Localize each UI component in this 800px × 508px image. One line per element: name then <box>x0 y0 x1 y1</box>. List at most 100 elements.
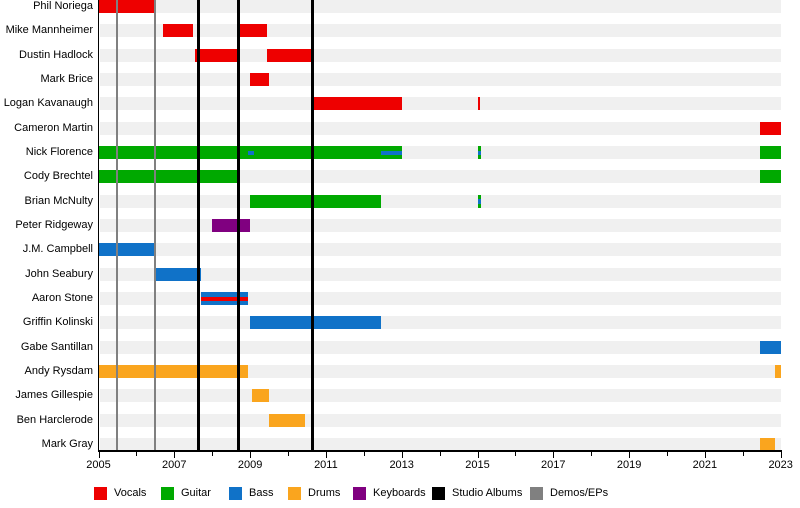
x-axis-year-label: 2005 <box>86 459 111 471</box>
legend-label: Vocals <box>114 487 147 499</box>
timeline-overlay-vocals <box>200 296 249 301</box>
x-axis-tick <box>212 451 214 456</box>
member-name-label: Gabe Santillan <box>20 340 93 353</box>
timeline-row-band <box>100 97 782 111</box>
x-axis-tick <box>288 451 289 456</box>
member-name-label: Mark Gray <box>41 437 93 450</box>
member-name-label: Griffin Kolinski <box>22 316 93 329</box>
timeline-overlay-bass <box>477 150 481 155</box>
timeline-row-band <box>100 292 782 305</box>
timeline-bar-keyboards <box>212 219 251 232</box>
timeline-bar-drums <box>775 365 781 378</box>
legend-swatch-drums <box>288 487 301 500</box>
x-axis-tick <box>250 451 252 458</box>
member-name-label: Mike Mannheimer <box>5 24 93 37</box>
x-axis-tick <box>629 451 631 458</box>
x-axis-tick <box>174 451 176 458</box>
timeline-row-band <box>100 389 782 403</box>
x-axis-year-label: 2009 <box>237 459 263 471</box>
timeline-bar-vocals <box>267 48 313 62</box>
timeline-row-band <box>100 170 782 184</box>
timeline-overlay-bass <box>477 199 481 204</box>
timeline-bar-guitar <box>250 194 381 208</box>
timeline-bar-vocals <box>310 97 402 111</box>
x-axis-tick <box>667 451 668 456</box>
legend-item: Guitar <box>161 487 281 500</box>
x-axis-year-label: 2015 <box>465 459 490 471</box>
x-axis-tick <box>401 451 403 458</box>
x-axis-year-label: 2017 <box>541 459 566 471</box>
timeline-row-band <box>100 121 782 135</box>
timeline-bar-bass <box>98 243 156 257</box>
x-axis-tick <box>742 451 744 456</box>
x-axis-tick <box>704 451 706 458</box>
x-axis-tick <box>325 451 327 458</box>
timeline-bar-vocals <box>162 24 194 38</box>
member-name-label: Peter Ridgeway <box>15 219 93 231</box>
legend-item: Studio Albums <box>432 487 552 500</box>
studio-album-line <box>237 0 241 450</box>
timeline-bar-vocals <box>759 121 781 135</box>
y-axis-line <box>97 0 99 450</box>
member-name-label: Cody Brechtel <box>23 170 93 183</box>
member-name-label: Logan Kavanaugh <box>3 97 93 110</box>
timeline-row-band <box>100 267 782 281</box>
x-axis-year-label: 2011 <box>314 459 338 471</box>
timeline-bar-bass <box>250 316 381 330</box>
member-name-label: Dustin Hadlock <box>19 48 93 61</box>
x-axis-line <box>97 450 782 452</box>
member-name-label: J.M. Campbell <box>22 243 93 256</box>
studio-album-line <box>197 0 201 450</box>
timeline-bar-drums <box>251 389 270 403</box>
legend-swatch-demos-eps <box>530 487 543 500</box>
timeline-bar-vocals <box>98 0 156 13</box>
legend-label: Guitar <box>181 487 211 499</box>
legend-swatch-guitar <box>161 487 174 500</box>
timeline-row-band <box>100 24 782 38</box>
x-axis-tick <box>363 451 365 456</box>
legend-item: Bass <box>229 487 349 500</box>
member-name-label: Phil Noriega <box>33 0 93 12</box>
member-name-label: Aaron Stone <box>31 292 93 304</box>
legend-label: Keyboards <box>373 487 426 499</box>
timeline-bar-vocals <box>195 48 239 62</box>
x-axis-tick <box>439 451 441 456</box>
member-name-label: Mark Brice <box>40 73 93 85</box>
x-axis-year-label: 2023 <box>768 459 793 471</box>
timeline-bar-vocals <box>236 24 268 38</box>
legend-item: Keyboards <box>353 487 473 500</box>
member-name-label: Brian McNulty <box>24 194 93 207</box>
timeline-bar-guitar <box>759 146 781 159</box>
timeline-overlay-bass <box>380 150 402 155</box>
legend-swatch-bass <box>229 487 242 500</box>
timeline-bar-vocals <box>250 73 270 86</box>
timeline-row-band <box>100 437 782 451</box>
timeline-row-band <box>100 316 782 330</box>
x-axis-year-label: 2019 <box>616 459 642 471</box>
timeline-row-band <box>100 413 782 427</box>
member-name-label: Ben Harclerode <box>16 413 93 426</box>
x-axis-tick <box>98 451 100 458</box>
x-axis-year-label: 2013 <box>389 459 414 471</box>
timeline-bar-vocals <box>477 97 481 111</box>
member-name-label: Cameron Martin <box>14 121 93 134</box>
x-axis-tick <box>553 451 555 458</box>
legend-item: Demos/EPs <box>530 487 650 500</box>
timeline-bar-drums <box>98 365 249 378</box>
legend-label: Demos/EPs <box>550 487 609 499</box>
x-axis-year-label: 2007 <box>162 459 187 471</box>
member-name-label: Andy Rysdam <box>24 365 93 377</box>
timeline-row-band <box>100 365 782 378</box>
timeline-bar-drums <box>269 413 306 427</box>
timeline-bar-guitar <box>759 170 781 184</box>
x-axis-tick <box>515 451 517 456</box>
member-name-label: Nick Florence <box>25 146 93 158</box>
x-axis-tick <box>477 451 479 458</box>
demos-eps-line <box>154 0 157 450</box>
member-name-label: John Seabury <box>25 267 93 280</box>
legend-label: Drums <box>308 487 341 499</box>
timeline-bar-drums <box>759 437 775 451</box>
x-axis-year-label: 2021 <box>692 459 718 471</box>
x-axis-tick <box>780 451 782 458</box>
